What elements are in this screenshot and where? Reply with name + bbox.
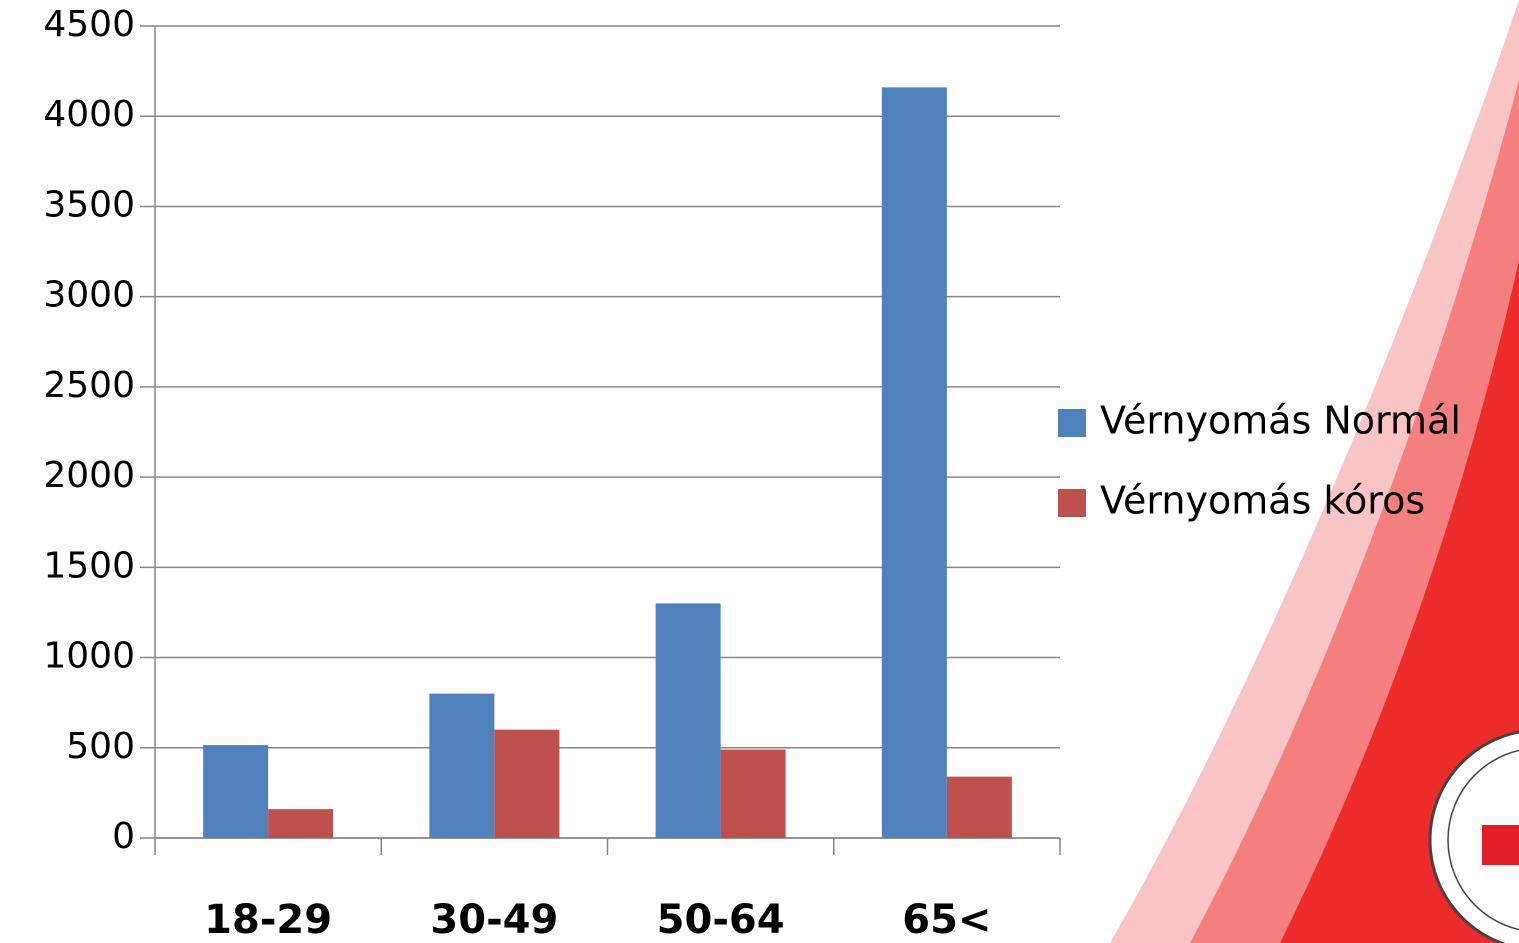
x-tick-label: 18-29 bbox=[204, 897, 332, 943]
bar bbox=[946, 776, 1012, 838]
y-tick-label: 500 bbox=[66, 726, 135, 767]
logo-ring bbox=[1447, 749, 1519, 931]
logo-square bbox=[1482, 825, 1519, 865]
x-tick-label: 30-49 bbox=[430, 897, 558, 943]
legend-swatch bbox=[1058, 409, 1086, 437]
bar bbox=[268, 809, 334, 838]
legend-swatch bbox=[1058, 489, 1086, 517]
bar bbox=[720, 749, 786, 838]
legend-label: Vérnyomás Normál bbox=[1100, 399, 1461, 443]
legend-label: Vérnyomás kóros bbox=[1100, 479, 1425, 523]
logo-circle bbox=[1428, 730, 1519, 943]
y-tick-label: 2500 bbox=[43, 365, 135, 406]
bar bbox=[203, 745, 269, 838]
bar bbox=[429, 693, 495, 838]
bar bbox=[494, 729, 560, 838]
y-tick-label: 3500 bbox=[43, 184, 135, 225]
y-tick-label: 0 bbox=[112, 816, 135, 857]
y-tick-label: 4000 bbox=[43, 94, 135, 135]
x-tick-label: 50-64 bbox=[657, 897, 785, 943]
y-tick-label: 3000 bbox=[43, 275, 135, 316]
bar bbox=[881, 87, 947, 838]
background-decoration bbox=[1110, 0, 1519, 943]
y-tick-label: 4500 bbox=[43, 4, 135, 45]
x-tick-label: 65< bbox=[902, 897, 991, 943]
bar bbox=[655, 603, 721, 838]
y-tick-label: 2000 bbox=[43, 455, 135, 496]
y-tick-label: 1000 bbox=[43, 636, 135, 677]
y-tick-label: 1500 bbox=[43, 545, 135, 586]
